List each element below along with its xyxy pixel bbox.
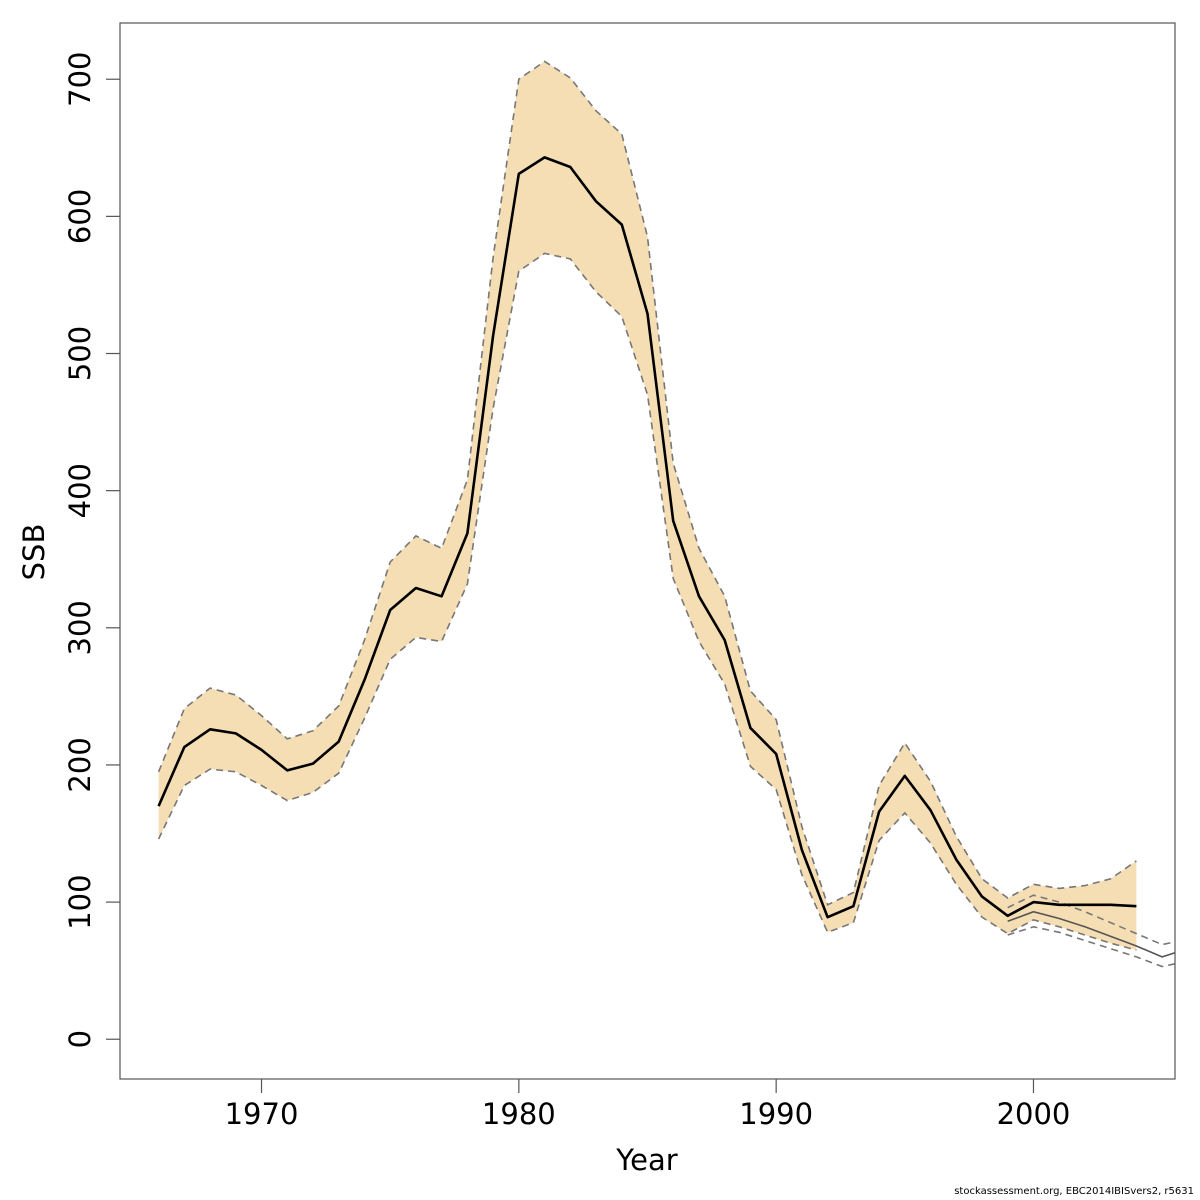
interval-upper-line [157,60,1137,906]
y-tick-label: 200 [63,737,97,792]
y-tick-label: 300 [63,600,97,655]
plot-frame [119,22,1176,1080]
confidence-band [158,61,1137,951]
reference-upper-line [1007,894,1176,946]
x-tick-label: 1990 [739,1097,813,1131]
source-note: stockassessment.org, EBC2014IBISvers2, r… [954,1186,1194,1197]
x-tick-label: 1970 [225,1097,299,1131]
x-axis: 1970 1980 1990 2000 [225,1079,1071,1131]
y-tick-label: 0 [63,1030,97,1048]
y-axis-title: SSB [17,524,51,581]
y-axis: 0 100 200 300 400 500 600 700 [63,52,120,1048]
plot-area [157,60,1176,968]
reference-lower-line [1007,925,1176,968]
x-tick-label: 1980 [482,1097,556,1131]
y-tick-label: 500 [63,326,97,381]
x-tick-label: 2000 [997,1097,1071,1131]
reference-line [1007,910,1176,958]
y-tick-label: 600 [63,189,97,244]
ssb-estimate-line [157,156,1137,919]
y-tick-label: 400 [63,463,97,518]
y-tick-label: 100 [63,874,97,929]
y-tick-label: 700 [63,52,97,107]
x-axis-title: Year [615,1143,677,1177]
